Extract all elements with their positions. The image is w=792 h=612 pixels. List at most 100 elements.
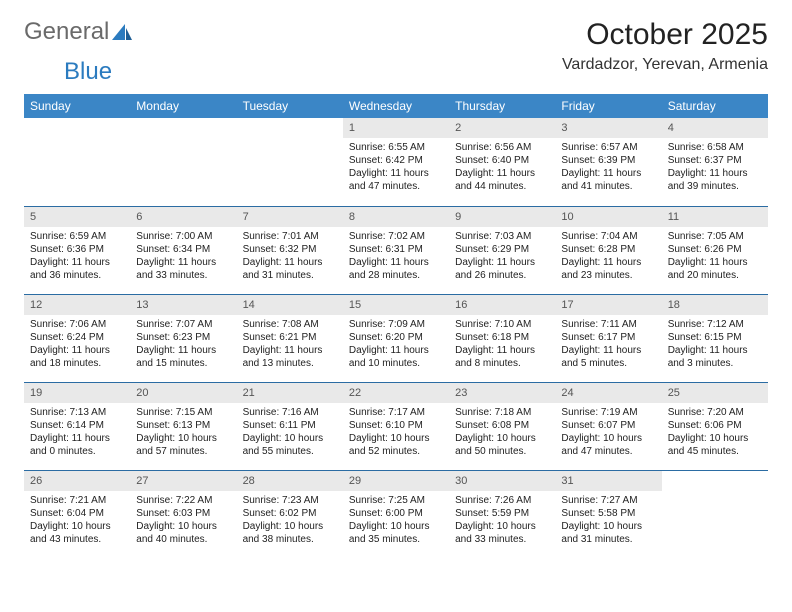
day-sunrise: Sunrise: 7:06 AM (30, 318, 124, 331)
day-dl1: Daylight: 10 hours (349, 432, 443, 445)
day-number: 14 (237, 295, 343, 315)
day-number: 31 (555, 471, 661, 491)
day-body: Sunrise: 7:10 AMSunset: 6:18 PMDaylight:… (449, 315, 555, 374)
day-sunset: Sunset: 6:08 PM (455, 419, 549, 432)
day-dl2: and 36 minutes. (30, 269, 124, 282)
day-sunrise: Sunrise: 7:25 AM (349, 494, 443, 507)
day-sunset: Sunset: 6:13 PM (136, 419, 230, 432)
day-dl2: and 52 minutes. (349, 445, 443, 458)
day-body: Sunrise: 7:04 AMSunset: 6:28 PMDaylight:… (555, 227, 661, 286)
day-body: Sunrise: 7:06 AMSunset: 6:24 PMDaylight:… (24, 315, 130, 374)
day-body: Sunrise: 7:08 AMSunset: 6:21 PMDaylight:… (237, 315, 343, 374)
day-sunset: Sunset: 6:06 PM (668, 419, 762, 432)
day-cell: 20Sunrise: 7:15 AMSunset: 6:13 PMDayligh… (130, 382, 236, 470)
day-cell: 4Sunrise: 6:58 AMSunset: 6:37 PMDaylight… (662, 118, 768, 206)
calendar-table: Sunday Monday Tuesday Wednesday Thursday… (24, 94, 768, 558)
day-sunset: Sunset: 5:59 PM (455, 507, 549, 520)
day-cell (662, 470, 768, 558)
day-body: Sunrise: 7:21 AMSunset: 6:04 PMDaylight:… (24, 491, 130, 550)
month-title: October 2025 (562, 18, 768, 52)
weekday-head: Friday (555, 94, 661, 118)
day-body: Sunrise: 7:23 AMSunset: 6:02 PMDaylight:… (237, 491, 343, 550)
day-dl1: Daylight: 10 hours (455, 432, 549, 445)
day-dl2: and 23 minutes. (561, 269, 655, 282)
day-cell: 8Sunrise: 7:02 AMSunset: 6:31 PMDaylight… (343, 206, 449, 294)
day-number: 28 (237, 471, 343, 491)
weekday-head: Tuesday (237, 94, 343, 118)
day-sunrise: Sunrise: 6:59 AM (30, 230, 124, 243)
day-dl2: and 45 minutes. (668, 445, 762, 458)
day-body: Sunrise: 7:18 AMSunset: 6:08 PMDaylight:… (449, 403, 555, 462)
day-dl1: Daylight: 11 hours (30, 256, 124, 269)
day-sunset: Sunset: 6:28 PM (561, 243, 655, 256)
day-dl1: Daylight: 11 hours (668, 344, 762, 357)
day-number: 17 (555, 295, 661, 315)
day-sunset: Sunset: 6:20 PM (349, 331, 443, 344)
day-dl2: and 31 minutes. (561, 533, 655, 546)
day-dl1: Daylight: 10 hours (561, 520, 655, 533)
day-dl2: and 5 minutes. (561, 357, 655, 370)
day-sunset: Sunset: 6:11 PM (243, 419, 337, 432)
day-sunset: Sunset: 6:32 PM (243, 243, 337, 256)
day-cell: 30Sunrise: 7:26 AMSunset: 5:59 PMDayligh… (449, 470, 555, 558)
day-body: Sunrise: 7:22 AMSunset: 6:03 PMDaylight:… (130, 491, 236, 550)
day-dl1: Daylight: 11 hours (349, 167, 443, 180)
day-sunset: Sunset: 5:58 PM (561, 507, 655, 520)
day-dl2: and 47 minutes. (561, 445, 655, 458)
day-dl2: and 33 minutes. (136, 269, 230, 282)
day-sunrise: Sunrise: 7:10 AM (455, 318, 549, 331)
day-sunrise: Sunrise: 7:01 AM (243, 230, 337, 243)
day-body: Sunrise: 7:27 AMSunset: 5:58 PMDaylight:… (555, 491, 661, 550)
day-dl2: and 3 minutes. (668, 357, 762, 370)
day-dl2: and 31 minutes. (243, 269, 337, 282)
day-body: Sunrise: 7:13 AMSunset: 6:14 PMDaylight:… (24, 403, 130, 462)
day-sunset: Sunset: 6:26 PM (668, 243, 762, 256)
day-cell: 22Sunrise: 7:17 AMSunset: 6:10 PMDayligh… (343, 382, 449, 470)
day-number: 13 (130, 295, 236, 315)
day-sunset: Sunset: 6:39 PM (561, 154, 655, 167)
day-sunset: Sunset: 6:02 PM (243, 507, 337, 520)
day-dl1: Daylight: 11 hours (561, 344, 655, 357)
day-dl2: and 13 minutes. (243, 357, 337, 370)
day-sunset: Sunset: 6:17 PM (561, 331, 655, 344)
day-dl2: and 15 minutes. (136, 357, 230, 370)
day-dl2: and 0 minutes. (30, 445, 124, 458)
day-body: Sunrise: 6:58 AMSunset: 6:37 PMDaylight:… (662, 138, 768, 197)
brand-part1: General (24, 18, 109, 46)
day-cell: 18Sunrise: 7:12 AMSunset: 6:15 PMDayligh… (662, 294, 768, 382)
day-sunset: Sunset: 6:24 PM (30, 331, 124, 344)
day-cell: 12Sunrise: 7:06 AMSunset: 6:24 PMDayligh… (24, 294, 130, 382)
day-dl1: Daylight: 11 hours (30, 344, 124, 357)
day-number: 26 (24, 471, 130, 491)
day-number: 3 (555, 118, 661, 138)
day-dl2: and 55 minutes. (243, 445, 337, 458)
day-sunrise: Sunrise: 7:20 AM (668, 406, 762, 419)
day-dl1: Daylight: 10 hours (668, 432, 762, 445)
weekday-head: Thursday (449, 94, 555, 118)
day-sunrise: Sunrise: 7:22 AM (136, 494, 230, 507)
day-body: Sunrise: 7:07 AMSunset: 6:23 PMDaylight:… (130, 315, 236, 374)
day-body: Sunrise: 7:20 AMSunset: 6:06 PMDaylight:… (662, 403, 768, 462)
week-row: 12Sunrise: 7:06 AMSunset: 6:24 PMDayligh… (24, 294, 768, 382)
calendar-page: General October 2025 Vardadzor, Yerevan,… (0, 0, 792, 574)
day-sunrise: Sunrise: 6:57 AM (561, 141, 655, 154)
day-sunrise: Sunrise: 6:56 AM (455, 141, 549, 154)
day-dl2: and 57 minutes. (136, 445, 230, 458)
day-body: Sunrise: 6:56 AMSunset: 6:40 PMDaylight:… (449, 138, 555, 197)
day-dl1: Daylight: 11 hours (455, 256, 549, 269)
week-row: 19Sunrise: 7:13 AMSunset: 6:14 PMDayligh… (24, 382, 768, 470)
weekday-head: Wednesday (343, 94, 449, 118)
day-body: Sunrise: 7:05 AMSunset: 6:26 PMDaylight:… (662, 227, 768, 286)
day-sunset: Sunset: 6:21 PM (243, 331, 337, 344)
day-cell: 3Sunrise: 6:57 AMSunset: 6:39 PMDaylight… (555, 118, 661, 206)
day-cell: 16Sunrise: 7:10 AMSunset: 6:18 PMDayligh… (449, 294, 555, 382)
day-body: Sunrise: 7:17 AMSunset: 6:10 PMDaylight:… (343, 403, 449, 462)
day-cell: 17Sunrise: 7:11 AMSunset: 6:17 PMDayligh… (555, 294, 661, 382)
day-body: Sunrise: 7:16 AMSunset: 6:11 PMDaylight:… (237, 403, 343, 462)
day-dl2: and 39 minutes. (668, 180, 762, 193)
day-body: Sunrise: 6:57 AMSunset: 6:39 PMDaylight:… (555, 138, 661, 197)
weekday-head: Monday (130, 94, 236, 118)
day-sunset: Sunset: 6:07 PM (561, 419, 655, 432)
day-sunset: Sunset: 6:03 PM (136, 507, 230, 520)
day-dl1: Daylight: 11 hours (561, 256, 655, 269)
